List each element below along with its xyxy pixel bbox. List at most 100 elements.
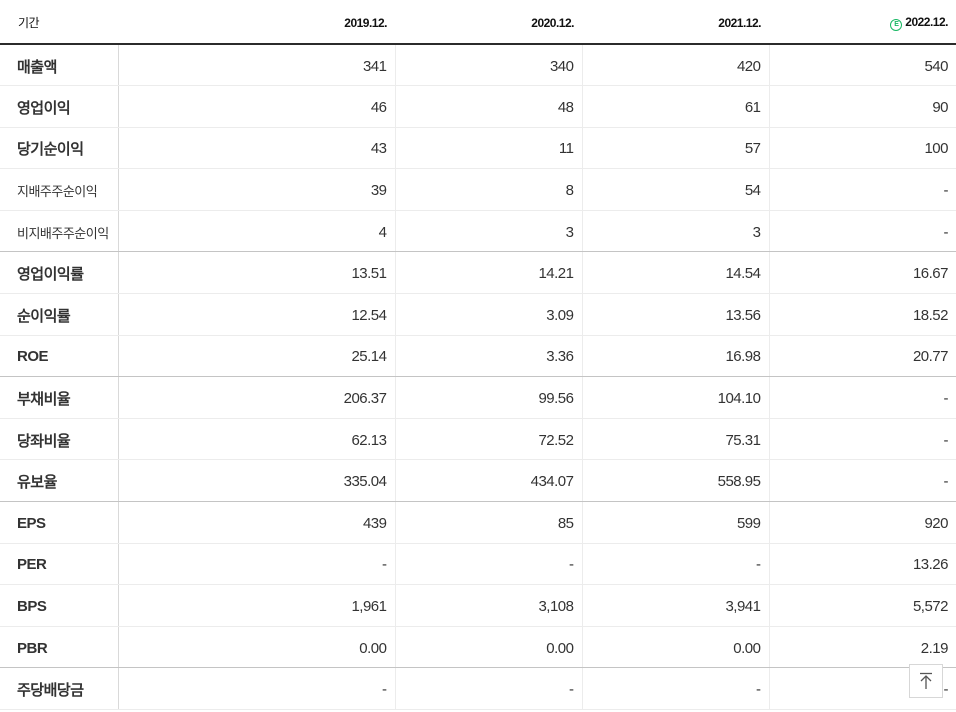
value-cell: 48 [394,85,582,128]
value-cell: 0.00 [394,626,582,669]
row-label: 비지배주주순이익 [0,210,119,253]
table-row: 순이익률 12.54 3.09 13.56 18.52 [0,293,956,336]
table-row: BPS 1,961 3,108 3,941 5,572 [0,584,956,627]
table-row: 주당배당금 - - - - [0,667,956,710]
table-row: 영업이익 46 48 61 90 [0,85,956,128]
table-row: EPS 439 85 599 920 [0,501,956,544]
value-cell: 11 [394,127,582,170]
table-row: 비지배주주순이익 4 3 3 - [0,210,956,253]
value-cell: 4 [117,210,395,253]
value-cell: - [768,210,956,253]
value-cell: 341 [117,44,395,87]
value-cell: 540 [768,44,956,87]
value-cell: - [768,459,956,503]
row-label: BPS [0,584,119,627]
value-cell: - [394,667,582,710]
table-row: 매출액 341 340 420 540 [0,44,956,87]
row-label: 매출액 [0,44,119,87]
value-cell: 3.09 [394,293,582,336]
value-cell: 16.67 [768,251,956,295]
scroll-to-top-button[interactable] [909,664,943,698]
value-cell: 18.52 [768,293,956,336]
value-cell: - [581,543,769,586]
period-header-2022-label: 2022.12. [905,14,948,29]
value-cell: 46 [117,85,395,128]
value-cell: 420 [581,44,769,87]
table-row: ROE 25.14 3.36 16.98 20.77 [0,335,956,378]
value-cell: 0.00 [117,626,395,669]
value-cell: 90 [768,85,956,128]
value-cell: 75.31 [581,418,769,461]
value-cell: - [581,667,769,710]
value-cell: 54 [581,168,769,211]
row-label: 주당배당금 [0,667,119,710]
value-cell: - [768,168,956,211]
period-header-label: 기간 [0,0,118,45]
value-cell: - [768,376,956,419]
row-label: 영업이익 [0,85,119,128]
table-row: 당기순이익 43 11 57 100 [0,127,956,170]
value-cell: 57 [581,127,769,170]
arrow-up-to-top-icon [920,672,932,689]
value-cell: 439 [117,501,395,544]
row-label: 순이익률 [0,293,119,336]
value-cell: 12.54 [117,293,395,336]
value-cell: - [394,543,582,586]
value-cell: 72.52 [394,418,582,461]
value-cell: 39 [117,168,395,211]
value-cell: 62.13 [117,418,395,461]
value-cell: 104.10 [581,376,769,419]
value-cell: 13.56 [581,293,769,336]
table-row: PBR 0.00 0.00 0.00 2.19 [0,626,956,669]
value-cell: 3 [394,210,582,253]
row-label: 당기순이익 [0,127,119,170]
value-cell: 3 [581,210,769,253]
value-cell: 43 [117,127,395,170]
value-cell: 1,961 [117,584,395,627]
table-row: PER - - - 13.26 [0,543,956,586]
row-label: 당좌비율 [0,418,119,461]
period-header-2019: 2019.12. [118,0,395,45]
value-cell: 99.56 [394,376,582,419]
row-label: EPS [0,501,119,544]
table-row: 당좌비율 62.13 72.52 75.31 - [0,418,956,461]
table-row: 부채비율 206.37 99.56 104.10 - [0,376,956,419]
table-header-row: 기간 2019.12. 2020.12. 2021.12. E 2022.12. [0,0,956,45]
value-cell: - [117,543,395,586]
value-cell: 13.26 [768,543,956,586]
value-cell: 3.36 [394,335,582,378]
row-label: 유보율 [0,459,119,503]
value-cell: 5,572 [768,584,956,627]
value-cell: 61 [581,85,769,128]
value-cell: 3,941 [581,584,769,627]
value-cell: - [768,418,956,461]
value-cell: 8 [394,168,582,211]
period-header-2022: E 2022.12. [769,0,956,45]
row-label: 영업이익률 [0,251,119,295]
value-cell: 0.00 [581,626,769,669]
value-cell: 16.98 [581,335,769,378]
value-cell: 25.14 [117,335,395,378]
value-cell: 434.07 [394,459,582,503]
row-label: 지배주주순이익 [0,168,119,211]
value-cell: 599 [581,501,769,544]
value-cell: 85 [394,501,582,544]
period-header-2020: 2020.12. [395,0,582,45]
value-cell: 2.19 [768,626,956,669]
value-cell: 14.54 [581,251,769,295]
estimate-badge-icon: E [890,18,903,31]
value-cell: - [117,667,395,710]
value-cell: 206.37 [117,376,395,419]
table-row: 지배주주순이익 39 8 54 - [0,168,956,211]
row-label: ROE [0,335,119,378]
period-header-2021: 2021.12. [582,0,769,45]
value-cell: 100 [768,127,956,170]
table-row: 유보율 335.04 434.07 558.95 - [0,459,956,503]
row-label: PER [0,543,119,586]
row-label: 부채비율 [0,376,119,419]
value-cell: 340 [394,44,582,87]
value-cell: 920 [768,501,956,544]
value-cell: 3,108 [394,584,582,627]
value-cell: 335.04 [117,459,395,503]
